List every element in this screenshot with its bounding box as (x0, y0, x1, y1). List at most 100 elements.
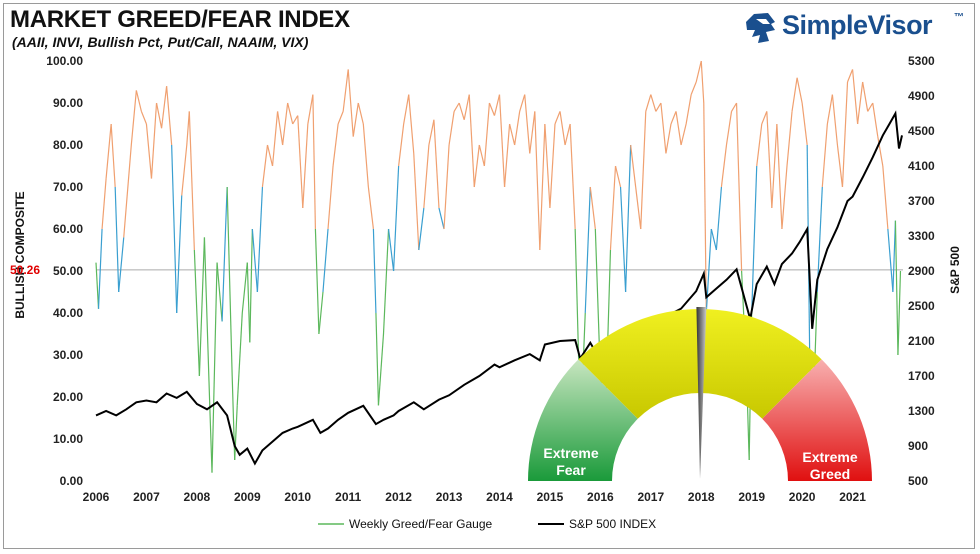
greed-fear-segment (423, 144, 430, 209)
greed-fear-segment (685, 94, 692, 125)
greed-fear-segment (307, 94, 314, 125)
greed-fear-segment (703, 102, 707, 314)
x-tick-label: 2016 (587, 490, 614, 504)
greed-fear-segment (271, 111, 279, 167)
x-tick-label: 2020 (789, 490, 816, 504)
greed-fear-segment (101, 178, 107, 230)
greed-fear-segment (776, 123, 783, 230)
greed-fear-segment (181, 144, 188, 196)
greed-fear-segment (619, 186, 627, 293)
greed-fear-segment (715, 186, 723, 251)
greed-fear-segment (549, 123, 556, 209)
greed-fear-segment (413, 153, 420, 251)
right-tick-label: 2100 (908, 334, 935, 348)
greed-fear-segment (135, 90, 142, 112)
greed-fear-segment (630, 144, 637, 188)
left-tick-label: 20.00 (53, 390, 83, 404)
x-tick-label: 2014 (486, 490, 513, 504)
greed-fear-segment (105, 123, 112, 179)
greed-fear-segment (377, 333, 385, 406)
greed-fear-segment (700, 60, 705, 104)
series-sp500-line (95, 110, 903, 466)
greed-fear-segment (660, 102, 667, 154)
left-tick-label: 70.00 (53, 180, 83, 194)
greed-fear-segment (756, 123, 763, 167)
greed-fear-segment (826, 94, 833, 125)
greed-fear-segment (841, 81, 849, 188)
greed-fear-segment (145, 123, 153, 179)
right-axis-ticks: 5300 4900 4500 4100 3700 3300 2900 2500 2100 1700… (908, 54, 935, 488)
right-tick-label: 4100 (908, 159, 935, 173)
greed-fear-segment (836, 144, 844, 188)
greed-fear-segment (314, 228, 320, 335)
gauge-segment-extreme-fear (528, 359, 638, 481)
right-tick-label: 3700 (908, 194, 935, 208)
greed-fear-segment (433, 119, 440, 209)
greed-fear-segment (234, 405, 238, 461)
greed-fear-segment (428, 119, 435, 146)
greed-fear-segment (196, 312, 200, 377)
greed-fear-segment (559, 111, 566, 146)
greed-fear-segment (791, 77, 798, 112)
page-title: MARKET GREED/FEAR INDEX (10, 6, 350, 33)
left-tick-label: 90.00 (53, 96, 83, 110)
greed-fear-segment (564, 123, 571, 146)
greed-fear-segment (387, 228, 395, 272)
greed-fear-segment (357, 102, 364, 125)
greed-fear-segment (302, 123, 309, 209)
greed-fear-segment (171, 144, 178, 314)
greed-fear-segment (786, 111, 793, 167)
x-tick-label: 2017 (637, 490, 664, 504)
greed-fear-segment (720, 144, 728, 188)
series-greed-fear (95, 60, 902, 473)
greed-fear-segment (297, 115, 304, 209)
greed-fear-segment (211, 262, 218, 473)
gauge-label-extreme-fear-line1: Extreme (543, 445, 598, 461)
greed-fear-segment (705, 228, 712, 314)
greed-fear-segment (554, 111, 561, 125)
greed-fear-segment (123, 144, 132, 238)
greed-fear-segment (614, 165, 622, 188)
greed-fear-segment (114, 186, 120, 293)
x-tick-label: 2018 (688, 490, 715, 504)
greed-fear-segment (140, 111, 147, 125)
greed-fear-segment (821, 123, 828, 188)
greed-fear-segment (493, 94, 501, 116)
greed-fear-segment (771, 123, 778, 209)
greed-fear-segment (624, 144, 632, 293)
greed-fear-segment (448, 111, 455, 146)
greed-fear-segment (894, 220, 899, 356)
greed-fear-segment (166, 86, 173, 146)
greed-fear-segment (216, 262, 223, 322)
greed-fear-segment (208, 396, 213, 473)
greed-fear-segment (569, 123, 576, 230)
greed-fear-segment (872, 102, 879, 137)
left-tick-label: 100.00 (46, 54, 83, 68)
greed-fear-segment (846, 69, 854, 83)
greed-fear-segment (226, 186, 233, 377)
greed-fear-segment (375, 312, 380, 406)
greed-fear-segment (862, 81, 869, 112)
greed-fear-segment (544, 123, 551, 209)
logo-text: SimpleVisor (782, 10, 933, 40)
greed-fear-segment (781, 165, 788, 230)
greed-fear-segment (188, 111, 195, 251)
greed-fear-segment (95, 262, 100, 309)
greed-fear-segment (458, 102, 465, 120)
x-tick-label: 2009 (234, 490, 261, 504)
legend: Weekly Greed/Fear Gauge S&P 500 INDEX (318, 517, 656, 531)
greed-fear-segment (503, 123, 511, 188)
greed-fear-segment (851, 69, 859, 125)
greed-fear-segment (468, 94, 475, 188)
greed-fear-segment (710, 228, 717, 251)
gauge-needle (696, 306, 707, 479)
greed-fear-segment (130, 90, 137, 146)
brand-logo: SimpleVisor ™ (740, 8, 970, 48)
greed-fear-segment (514, 111, 521, 146)
greed-fear-segment (312, 94, 317, 230)
greed-fear-segment (801, 102, 808, 146)
greed-fear-segment (509, 123, 516, 146)
lion-head-icon (746, 13, 775, 43)
